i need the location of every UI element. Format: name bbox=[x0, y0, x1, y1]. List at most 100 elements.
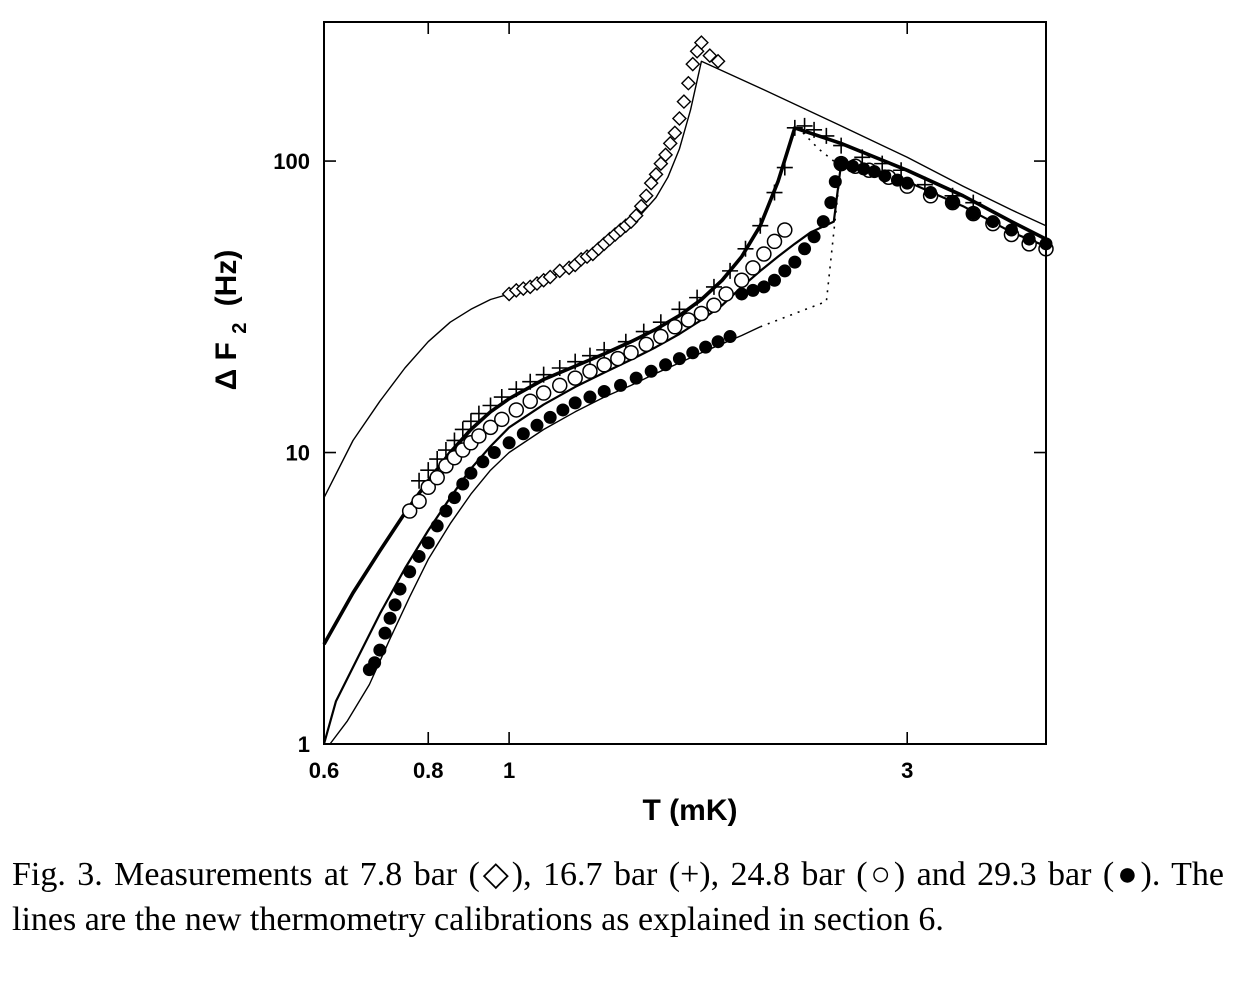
y-axis-label-main: Δ F bbox=[210, 342, 243, 390]
data-point-s3-18 bbox=[596, 357, 612, 373]
data-point-s4-19 bbox=[516, 427, 530, 441]
data-point-s4-23 bbox=[568, 396, 582, 410]
data-point-s3-22 bbox=[653, 328, 669, 345]
data-point-s3-24 bbox=[680, 312, 697, 328]
axis-ticks bbox=[323, 22, 1046, 745]
data-point-s4-42 bbox=[807, 230, 821, 244]
data-point-s4-10 bbox=[421, 536, 435, 550]
data-point-s1-29 bbox=[667, 125, 683, 141]
data-point-s3-26 bbox=[706, 297, 722, 314]
data-point-s3-27 bbox=[718, 286, 734, 302]
data-point-s3-1 bbox=[401, 503, 418, 519]
data-point-s3-9 bbox=[471, 428, 487, 444]
x-axis-label: T (mK) bbox=[643, 794, 738, 827]
data-point-s2-33 bbox=[833, 137, 850, 154]
data-point-s3-14 bbox=[535, 385, 552, 401]
data-point-s4-43 bbox=[816, 215, 830, 229]
data-point-s4-46 bbox=[834, 157, 848, 171]
data-point-s4-35 bbox=[735, 287, 749, 301]
data-point-s4-8 bbox=[403, 565, 417, 579]
data-point-s3-29 bbox=[745, 260, 761, 276]
data-point-s4-47 bbox=[846, 159, 860, 173]
data-point-s2-5 bbox=[446, 432, 463, 449]
data-point-s2-30 bbox=[796, 117, 813, 134]
y-axis-label: Δ F 2 (Hz) bbox=[210, 250, 253, 391]
data-point-s3-3 bbox=[420, 479, 436, 496]
chart: 0.6 0.8 1 3 1 10 100 T (mK) Δ F 2 (Hz) bbox=[210, 21, 1054, 827]
svg-text:Δ F 2 (Hz): Δ F 2 (Hz) bbox=[210, 250, 253, 391]
data-point-s4-13 bbox=[447, 491, 461, 505]
data-point-s2-35 bbox=[874, 155, 891, 172]
data-point-s4-9 bbox=[412, 549, 426, 563]
data-point-s1-25 bbox=[648, 166, 664, 182]
data-point-s4-14 bbox=[456, 477, 470, 491]
data-point-s3-4 bbox=[429, 469, 445, 486]
x-tick-label-3: 1 bbox=[503, 758, 515, 783]
data-point-s2-27 bbox=[766, 184, 783, 201]
data-point-s4-34 bbox=[723, 330, 737, 344]
data-point-s4-2 bbox=[368, 656, 382, 670]
data-point-s3-23 bbox=[667, 319, 683, 335]
y-axis-label-unit: (Hz) bbox=[210, 250, 243, 307]
data-point-s2-13 bbox=[535, 366, 552, 383]
data-point-s2-14 bbox=[551, 359, 568, 376]
data-point-s1-21 bbox=[628, 208, 644, 224]
data-point-s4-5 bbox=[383, 611, 397, 625]
data-point-s4-3 bbox=[373, 643, 387, 657]
data-point-s4-54 bbox=[946, 196, 960, 210]
y-axis-label-sub: 2 bbox=[229, 323, 251, 334]
data-point-s2-22 bbox=[689, 289, 706, 306]
data-point-s1-31 bbox=[676, 94, 692, 110]
data-points bbox=[362, 35, 1054, 677]
data-point-s1-28 bbox=[662, 135, 678, 151]
data-point-s4-41 bbox=[798, 242, 812, 256]
data-point-s2-17 bbox=[596, 341, 613, 358]
calibration-line-1 bbox=[323, 60, 1047, 499]
data-point-s4-37 bbox=[757, 280, 771, 294]
data-point-s4-52 bbox=[900, 176, 914, 190]
data-point-s4-26 bbox=[614, 378, 628, 392]
data-point-s3-20 bbox=[623, 344, 639, 361]
y-tick-label-2: 10 bbox=[286, 441, 310, 466]
data-point-s3-21 bbox=[638, 336, 654, 353]
y-tick-label-3: 100 bbox=[273, 149, 310, 174]
data-point-s4-28 bbox=[644, 364, 658, 378]
data-point-s1-37 bbox=[710, 53, 726, 69]
data-point-s2-7 bbox=[462, 413, 479, 430]
data-point-s2-15 bbox=[567, 353, 584, 370]
data-point-s3-32 bbox=[777, 222, 793, 238]
data-point-s3-15 bbox=[552, 377, 568, 394]
data-point-s3-11 bbox=[494, 411, 510, 428]
data-point-s1-30 bbox=[671, 110, 687, 126]
data-point-s4-21 bbox=[543, 410, 557, 424]
data-point-s4-29 bbox=[659, 358, 673, 372]
data-point-s2-10 bbox=[493, 389, 510, 406]
data-point-s2-19 bbox=[635, 323, 652, 340]
data-point-s4-11 bbox=[430, 519, 444, 533]
data-point-s4-55 bbox=[966, 207, 980, 221]
data-point-s4-4 bbox=[378, 626, 392, 640]
data-point-s4-7 bbox=[393, 582, 407, 596]
data-point-s4-20 bbox=[530, 418, 544, 432]
data-point-s4-38 bbox=[767, 273, 781, 287]
data-point-s4-6 bbox=[388, 598, 402, 612]
data-point-s4-12 bbox=[439, 504, 453, 518]
data-point-s2-8 bbox=[470, 405, 487, 422]
data-point-s3-10 bbox=[482, 419, 499, 436]
data-point-s2-23 bbox=[705, 278, 722, 295]
data-point-s2-12 bbox=[522, 373, 539, 390]
data-point-s4-48 bbox=[857, 162, 871, 176]
data-point-s4-40 bbox=[788, 255, 802, 269]
data-point-s4-33 bbox=[711, 335, 725, 349]
data-point-s1-7 bbox=[542, 269, 558, 285]
data-point-s2-32 bbox=[818, 127, 835, 144]
data-point-s4-39 bbox=[778, 264, 792, 278]
calibration-line-3 bbox=[322, 162, 1047, 745]
x-tick-label-4: 3 bbox=[901, 758, 913, 783]
data-point-s4-22 bbox=[556, 403, 570, 417]
data-point-s4-50 bbox=[878, 169, 892, 183]
data-point-s1-23 bbox=[638, 188, 654, 204]
figure-caption: Fig. 3. Measurements at 7.8 bar (◇), 16.… bbox=[12, 856, 1224, 938]
data-point-s3-28 bbox=[733, 272, 750, 289]
data-point-s4-17 bbox=[487, 446, 501, 460]
